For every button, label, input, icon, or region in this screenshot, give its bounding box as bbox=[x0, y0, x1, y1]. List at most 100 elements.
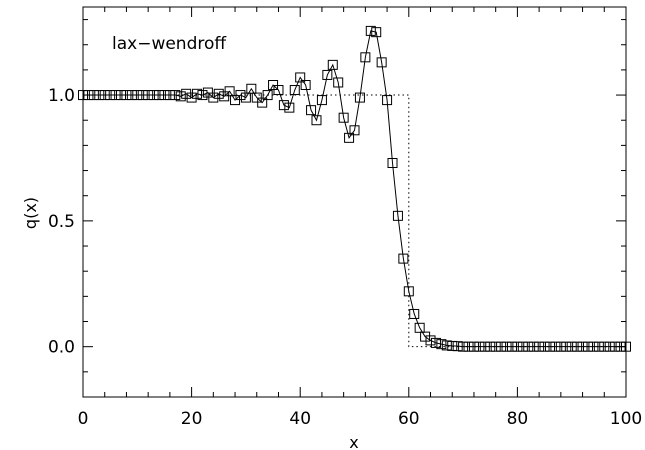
plot-frame bbox=[82, 6, 627, 398]
x-axis-label: x bbox=[349, 433, 358, 450]
data-point-marker bbox=[240, 92, 251, 103]
data-point-marker bbox=[213, 88, 224, 99]
data-point-marker bbox=[322, 69, 333, 80]
data-point-marker bbox=[544, 341, 555, 352]
data-point-marker bbox=[593, 341, 604, 352]
data-point-marker bbox=[430, 337, 441, 348]
data-point-marker bbox=[192, 88, 203, 99]
data-point-marker bbox=[105, 90, 116, 101]
x-tick-label: 100 bbox=[610, 409, 642, 429]
data-point-marker bbox=[621, 341, 631, 352]
data-point-marker bbox=[284, 102, 295, 113]
data-point-marker bbox=[99, 90, 110, 101]
data-point-marker bbox=[425, 335, 436, 346]
x-tick-label: 0 bbox=[78, 409, 89, 429]
data-point-marker bbox=[132, 90, 143, 101]
data-point-marker bbox=[610, 341, 621, 352]
data-point-marker bbox=[186, 92, 197, 103]
data-point-marker bbox=[512, 341, 523, 352]
data-point-marker bbox=[420, 331, 431, 342]
data-point-marker bbox=[83, 90, 94, 101]
data-point-marker bbox=[164, 90, 175, 101]
data-point-marker bbox=[387, 158, 398, 168]
data-point-marker bbox=[257, 97, 268, 108]
data-point-marker bbox=[528, 341, 539, 352]
data-point-marker bbox=[306, 105, 317, 116]
data-point-marker bbox=[561, 341, 572, 352]
data-point-marker bbox=[490, 341, 501, 352]
series-group bbox=[78, 25, 631, 352]
y-tick-label: 0.5 bbox=[48, 212, 75, 232]
data-point-marker bbox=[517, 341, 528, 352]
data-point-marker bbox=[175, 91, 186, 102]
data-point-marker bbox=[441, 340, 452, 351]
data-point-marker bbox=[289, 85, 300, 96]
data-point-marker bbox=[208, 92, 219, 103]
data-point-marker bbox=[246, 83, 257, 94]
chart-annotation: lax−wendroff bbox=[112, 34, 227, 54]
data-point-marker bbox=[550, 341, 561, 352]
tick-marks bbox=[82, 7, 627, 398]
data-point-marker bbox=[474, 341, 485, 352]
data-point-marker bbox=[235, 90, 246, 101]
x-tick-label: 80 bbox=[507, 409, 529, 429]
data-point-marker bbox=[121, 90, 132, 101]
data-point-marker bbox=[295, 72, 306, 83]
data-point-marker bbox=[202, 87, 213, 98]
data-point-marker bbox=[137, 90, 148, 101]
data-point-marker bbox=[458, 341, 469, 352]
data-point-marker bbox=[523, 341, 534, 352]
data-point-marker bbox=[316, 95, 327, 106]
data-point-marker bbox=[376, 57, 387, 68]
data-point-marker bbox=[496, 341, 507, 352]
y-tick-label: 1.0 bbox=[48, 86, 75, 106]
exact-solution-line bbox=[83, 94, 626, 348]
data-point-marker bbox=[436, 339, 447, 350]
data-point-marker bbox=[278, 100, 289, 111]
data-point-marker bbox=[268, 80, 279, 90]
data-point-marker bbox=[479, 341, 490, 352]
data-point-marker bbox=[197, 90, 208, 101]
data-point-marker bbox=[604, 341, 615, 352]
data-point-marker bbox=[327, 59, 338, 70]
data-point-marker bbox=[566, 341, 577, 352]
data-point-marker bbox=[398, 253, 409, 264]
data-point-marker bbox=[126, 90, 137, 101]
data-point-marker bbox=[338, 112, 349, 123]
data-point-marker bbox=[78, 90, 88, 101]
data-point-marker bbox=[251, 92, 262, 103]
data-point-marker bbox=[88, 90, 99, 101]
x-tick-label: 20 bbox=[181, 409, 203, 429]
data-point-marker bbox=[110, 90, 121, 101]
data-point-marker bbox=[615, 341, 626, 352]
data-point-marker bbox=[452, 341, 463, 352]
numerical-solution-line bbox=[83, 30, 626, 348]
data-point-marker bbox=[599, 341, 610, 352]
data-point-marker bbox=[224, 86, 235, 97]
data-point-marker bbox=[344, 132, 355, 143]
y-tick-labels: 0.0 0.5 1.0 bbox=[48, 86, 75, 358]
data-point-marker bbox=[588, 341, 599, 352]
data-point-marker bbox=[403, 286, 414, 297]
data-point-marker bbox=[181, 88, 192, 99]
data-point-marker bbox=[506, 341, 517, 352]
data-point-marker bbox=[409, 308, 420, 319]
data-point-marker bbox=[311, 115, 322, 126]
data-point-marker bbox=[485, 341, 496, 352]
x-tick-label: 60 bbox=[398, 409, 420, 429]
data-point-marker bbox=[534, 341, 545, 352]
data-point-marker bbox=[447, 340, 458, 351]
data-point-marker bbox=[170, 90, 181, 101]
data-point-marker bbox=[154, 90, 165, 101]
data-point-marker bbox=[262, 90, 273, 101]
data-point-marker bbox=[159, 90, 170, 101]
data-point-marker bbox=[463, 341, 474, 352]
data-point-marker bbox=[582, 341, 593, 352]
x-tick-labels: 0 20 40 60 80 100 bbox=[78, 409, 643, 429]
data-point-marker bbox=[371, 27, 382, 38]
data-point-marker bbox=[577, 341, 588, 352]
data-point-marker bbox=[555, 341, 566, 352]
y-axis-label: q(x) bbox=[21, 197, 40, 229]
data-point-marker bbox=[501, 341, 512, 352]
